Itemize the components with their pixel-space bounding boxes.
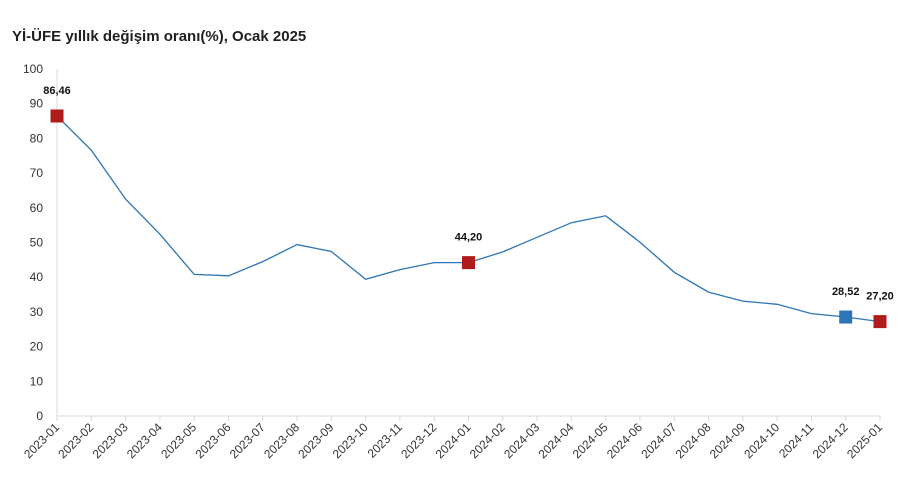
- x-tick-label: 2024-01: [433, 420, 474, 461]
- x-tick-label: 2025-01: [844, 420, 885, 461]
- x-tick-label: 2024-09: [707, 420, 748, 461]
- series-line: [56, 115, 881, 323]
- x-tick-label: 2024-10: [741, 420, 782, 461]
- x-tick-label: 2023-08: [261, 420, 302, 461]
- data-marker: [839, 310, 853, 324]
- x-tick-label: 2024-02: [467, 420, 508, 461]
- y-tick-label: 70: [30, 166, 44, 180]
- y-axis: 0 10 20 30 40 50 60 70 80 90 100: [23, 62, 58, 423]
- x-tick-label: 2023-10: [330, 420, 371, 461]
- x-tick-label: 2024-11: [776, 420, 817, 461]
- y-tick-label: 80: [30, 131, 44, 145]
- y-tick-label: 90: [30, 97, 44, 111]
- x-tick-label: 2023-07: [227, 420, 268, 461]
- x-tick-label: 2024-12: [810, 420, 851, 461]
- x-axis: 2023-012023-022023-032023-042023-052023-…: [21, 415, 885, 461]
- x-tick-label: 2024-07: [638, 420, 679, 461]
- y-tick-label: 30: [30, 305, 44, 319]
- data-markers: 86,46 44,20 28,52 27,20: [43, 85, 894, 329]
- x-tick-label: 2024-06: [604, 420, 645, 461]
- x-tick-label: 2023-02: [55, 420, 96, 461]
- data-marker: [50, 109, 64, 123]
- y-tick-label: 50: [30, 236, 44, 250]
- y-tick-label: 100: [23, 62, 43, 76]
- y-tick-label: 20: [30, 340, 44, 354]
- data-label: 44,20: [455, 232, 483, 244]
- x-tick-label: 2024-04: [535, 420, 576, 461]
- x-tick-label: 2023-09: [295, 420, 336, 461]
- data-label: 86,46: [43, 85, 71, 97]
- x-tick-label: 2023-03: [90, 420, 131, 461]
- data-marker: [873, 315, 887, 329]
- x-tick-label: 2023-11: [365, 420, 406, 461]
- x-tick-label: 2023-06: [193, 420, 234, 461]
- data-label: 27,20: [866, 291, 894, 303]
- x-tick-label: 2024-05: [570, 420, 611, 461]
- x-tick-label: 2023-12: [398, 420, 439, 461]
- y-tick-label: 60: [30, 201, 44, 215]
- x-tick-label: 2023-05: [158, 420, 199, 461]
- x-tick-label: 2023-04: [124, 420, 165, 461]
- y-tick-label: 40: [30, 270, 44, 284]
- y-tick-label: 0: [36, 409, 43, 423]
- y-tick-label: 10: [30, 374, 44, 388]
- x-tick-label: 2024-03: [501, 420, 542, 461]
- x-tick-label: 2024-08: [673, 420, 714, 461]
- data-marker: [462, 256, 475, 270]
- x-tick-label: 2023-01: [21, 420, 62, 461]
- data-label: 28,52: [832, 286, 860, 298]
- chart-title: Yİ-ÜFE yıllık değişim oranı(%), Ocak 202…: [12, 28, 307, 45]
